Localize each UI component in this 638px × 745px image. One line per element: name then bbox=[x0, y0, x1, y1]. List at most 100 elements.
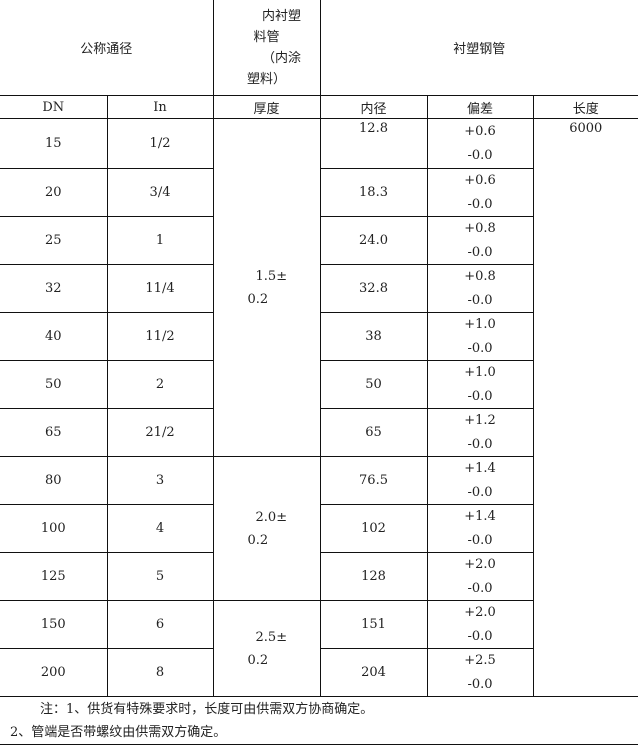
deviation-cell: +1.0 -0.0 bbox=[426, 360, 534, 409]
table-row: 32 11/4 32.8 +0.8 -0.0 bbox=[0, 264, 638, 313]
lined-steel-pipe-header: 衬塑钢管 bbox=[319, 0, 638, 96]
deviation-cell: +0.8 -0.0 bbox=[426, 216, 534, 265]
lining-header-line: （内涂 bbox=[262, 50, 302, 66]
in-cell: 5 bbox=[106, 552, 214, 601]
col-thickness: 厚度 bbox=[212, 95, 321, 119]
subheader-row: DN In 厚度 内径 偏差 长度 bbox=[0, 95, 638, 119]
inner-diameter-cell: 128 bbox=[319, 552, 428, 601]
dn-cell: 20 bbox=[0, 168, 108, 217]
header-row: 公称通径 内衬塑 料管 （内涂 塑料） 衬塑钢管 bbox=[0, 0, 638, 96]
inner-diameter-cell: 32.8 bbox=[319, 264, 428, 313]
table-row: 15 1/2 1.5± 0.2 12.8 +0.6 -0.0 6000 bbox=[0, 118, 638, 697]
inner-diameter-cell: 76.5 bbox=[319, 456, 428, 505]
in-cell: 3 bbox=[106, 456, 214, 505]
deviation-cell: +1.4 -0.0 bbox=[426, 504, 534, 553]
deviation-plus: +0.6 bbox=[464, 173, 496, 188]
in-cell: 11/2 bbox=[106, 312, 214, 361]
in-cell: 3/4 bbox=[106, 168, 214, 217]
deviation-plus: +0.6 bbox=[464, 124, 496, 139]
dn-cell: 100 bbox=[0, 504, 108, 553]
note-2: 2、管端是否带螺纹由供需双方确定。 bbox=[10, 724, 227, 740]
notes: 注：1、供货有特殊要求时，长度可由供需双方协商确定。 2、管端是否带螺纹由供需双… bbox=[0, 696, 638, 745]
deviation-minus: -0.0 bbox=[467, 388, 493, 404]
deviation-minus: -0.0 bbox=[467, 340, 493, 356]
in-cell: 11/4 bbox=[106, 264, 214, 313]
dn-cell: 200 bbox=[0, 648, 108, 697]
in-cell: 8 bbox=[106, 648, 214, 697]
deviation-cell: +2.0 -0.0 bbox=[426, 552, 534, 601]
dn-cell: 15 bbox=[0, 118, 108, 169]
thickness-cell: 2.0± 0.2 bbox=[212, 456, 321, 601]
lining-header-line: 内衬塑 bbox=[262, 8, 302, 24]
thickness-tolerance: 0.2 bbox=[247, 532, 269, 548]
thickness-tolerance: 0.2 bbox=[247, 652, 269, 668]
dn-cell: 80 bbox=[0, 456, 108, 505]
deviation-cell: +2.5 -0.0 bbox=[426, 648, 534, 697]
deviation-minus: -0.0 bbox=[467, 196, 493, 212]
deviation-plus: +1.2 bbox=[464, 413, 496, 428]
inner-diameter-cell: 50 bbox=[319, 360, 428, 409]
deviation-minus: -0.0 bbox=[467, 436, 493, 452]
deviation-cell: +0.6 -0.0 bbox=[426, 168, 534, 217]
col-dn: DN bbox=[0, 95, 108, 119]
dn-cell: 150 bbox=[0, 600, 108, 649]
inner-diameter-cell: 12.8 bbox=[319, 118, 428, 169]
deviation-plus: +1.0 bbox=[464, 365, 496, 380]
deviation-cell: +1.2 -0.0 bbox=[426, 408, 534, 457]
deviation-minus: -0.0 bbox=[467, 532, 493, 548]
table-row: 80 3 2.0± 0.2 76.5 +1.4 -0.0 bbox=[0, 456, 638, 601]
deviation-minus: -0.0 bbox=[467, 580, 493, 596]
in-cell: 2 bbox=[106, 360, 214, 409]
deviation-cell: +1.4 -0.0 bbox=[426, 456, 534, 505]
dn-cell: 32 bbox=[0, 264, 108, 313]
deviation-cell: +0.8 -0.0 bbox=[426, 264, 534, 313]
in-cell: 6 bbox=[106, 600, 214, 649]
inner-diameter-cell: 151 bbox=[319, 600, 428, 649]
inner-diameter-cell: 18.3 bbox=[319, 168, 428, 217]
inner-diameter-cell: 204 bbox=[319, 648, 428, 697]
deviation-plus: +0.8 bbox=[464, 269, 496, 284]
deviation-minus: -0.0 bbox=[467, 244, 493, 260]
deviation-minus: -0.0 bbox=[467, 292, 493, 308]
lining-header-line: 塑料） bbox=[247, 71, 287, 87]
in-cell: 1 bbox=[106, 216, 214, 265]
note-1: 注：1、供货有特殊要求时，长度可由供需双方协商确定。 bbox=[40, 701, 374, 717]
deviation-cell: +0.6 -0.0 bbox=[426, 118, 534, 169]
thickness-cell: 2.5± 0.2 bbox=[212, 600, 321, 697]
deviation-plus: +1.4 bbox=[464, 509, 496, 524]
inner-diameter-cell: 24.0 bbox=[319, 216, 428, 265]
deviation-cell: +1.0 -0.0 bbox=[426, 312, 534, 361]
deviation-minus: -0.0 bbox=[467, 484, 493, 500]
deviation-plus: +1.0 bbox=[464, 317, 496, 332]
thickness-cell: 1.5± 0.2 bbox=[212, 118, 321, 457]
lining-header-line: 料管 bbox=[253, 29, 280, 45]
in-cell: 4 bbox=[106, 504, 214, 553]
col-length: 长度 bbox=[532, 95, 638, 119]
deviation-plus: +1.4 bbox=[464, 461, 496, 476]
table-row: 50 2 50 +1.0 -0.0 bbox=[0, 360, 638, 409]
nominal-diameter-header: 公称通径 bbox=[0, 0, 214, 96]
in-cell: 21/2 bbox=[106, 408, 214, 457]
deviation-cell: +2.0 -0.0 bbox=[426, 600, 534, 649]
dn-cell: 40 bbox=[0, 312, 108, 361]
deviation-plus: +2.0 bbox=[464, 605, 496, 620]
table-row: 25 1 24.0 +0.8 -0.0 bbox=[0, 216, 638, 265]
deviation-plus: +2.0 bbox=[464, 557, 496, 572]
table-row: 200 8 204 +2.5 -0.0 bbox=[0, 648, 638, 697]
thickness-value: 2.0± bbox=[255, 509, 288, 525]
deviation-minus: -0.0 bbox=[467, 147, 493, 163]
notes-row: 注：1、供货有特殊要求时，长度可由供需双方协商确定。 2、管端是否带螺纹由供需双… bbox=[0, 696, 638, 745]
col-inner-diameter: 内径 bbox=[319, 95, 428, 119]
table-row: 65 21/2 65 +1.2 -0.0 bbox=[0, 408, 638, 457]
dn-cell: 50 bbox=[0, 360, 108, 409]
col-deviation: 偏差 bbox=[426, 95, 534, 119]
thickness-value: 2.5± bbox=[255, 629, 288, 645]
deviation-plus: +2.5 bbox=[464, 653, 496, 668]
dn-cell: 25 bbox=[0, 216, 108, 265]
thickness-value: 1.5± bbox=[255, 268, 288, 284]
dn-cell: 125 bbox=[0, 552, 108, 601]
thickness-tolerance: 0.2 bbox=[247, 291, 269, 307]
inner-diameter-cell: 65 bbox=[319, 408, 428, 457]
deviation-minus: -0.0 bbox=[467, 628, 493, 644]
lining-header: 内衬塑 料管 （内涂 塑料） bbox=[212, 0, 321, 96]
